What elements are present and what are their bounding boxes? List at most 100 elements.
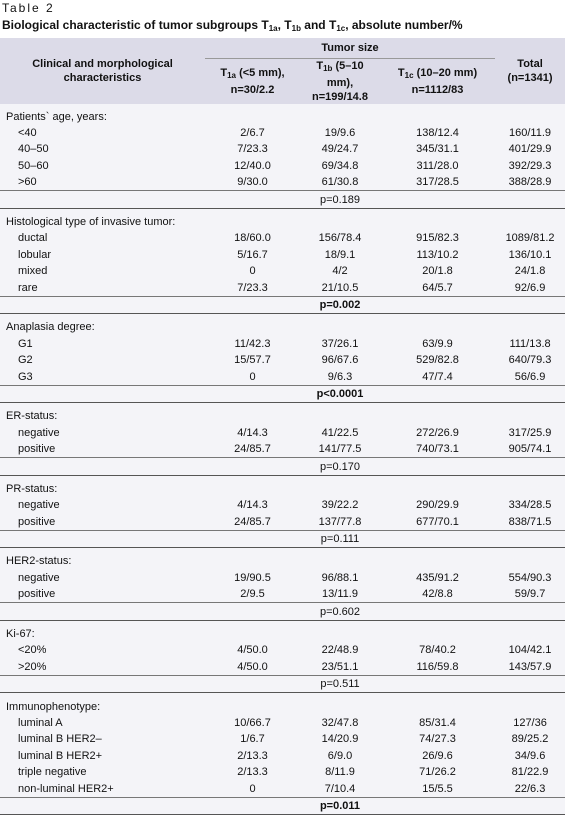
header-cell: T1a (<5 mm), n=30/2.2 — [205, 58, 300, 104]
row-label: negative — [0, 569, 205, 587]
value-cell: 18/60.0 — [205, 230, 300, 247]
text: and T — [300, 18, 337, 32]
value-cell: 32/47.8 — [300, 714, 380, 732]
p-value: p=0.511 — [300, 674, 380, 694]
value-cell: 0 — [205, 263, 300, 280]
value-cell: 22/6.3 — [495, 780, 565, 798]
section: HER2-status: negative 19/90.5 96/88.1 435/91… — [0, 547, 565, 621]
row-label: rare — [0, 279, 205, 297]
row-label: mixed — [0, 263, 205, 280]
p-value: p=0.602 — [300, 602, 380, 621]
cell — [380, 457, 565, 476]
data-row: G2 15/57.7 96/67.6 529/82.8 640/79.3 — [0, 351, 565, 369]
p-row: p=0.002 — [0, 295, 565, 315]
data-row: triple negative 2/13.3 8/11.9 71/26.2 81/22.… — [0, 763, 565, 781]
p-row: p=0.011 — [0, 796, 565, 816]
value-cell: 640/79.3 — [495, 351, 565, 369]
value-cell: 388/28.9 — [495, 174, 565, 191]
text: , T — [277, 18, 292, 32]
value-cell: 1089/81.2 — [495, 230, 565, 247]
row-label: ductal — [0, 230, 205, 247]
row-label: lobular — [0, 246, 205, 264]
cell — [380, 602, 565, 621]
row-label: 40–50 — [0, 141, 205, 158]
text: T — [397, 66, 405, 79]
section: Anaplasia degree: G1 11/42.3 37/26.1 63/9.9 1… — [0, 313, 565, 404]
value-cell: 24/85.7 — [205, 440, 300, 458]
value-cell: 9/30.0 — [205, 174, 300, 191]
text: Biological characteristic of tumor subgr… — [2, 18, 269, 32]
p-value: p=0.011 — [300, 796, 380, 816]
value-cell: 334/28.5 — [495, 497, 565, 514]
row-label: non-luminal HER2+ — [0, 780, 205, 798]
row-label: triple negative — [0, 763, 205, 781]
value-cell: 1/6.7 — [205, 731, 300, 748]
cell — [380, 190, 565, 209]
section-title: Immunophenotype: — [0, 692, 565, 715]
value-cell: 13/11.9 — [300, 586, 380, 603]
section-title: PR-status: — [0, 475, 565, 498]
header-cell: Tumor size — [205, 38, 496, 59]
value-cell: 64/5.7 — [380, 279, 496, 297]
p-value: p<0.0001 — [300, 384, 380, 404]
section: Immunophenotype: luminal A 10/66.7 32/47.8 8… — [0, 692, 565, 816]
header-cell: Total (n=1341) — [495, 38, 565, 104]
row-label: 50–60 — [0, 157, 205, 175]
section-title-row: Immunophenotype: — [0, 692, 565, 715]
cell — [0, 602, 300, 621]
value-cell: 677/70.1 — [380, 513, 496, 531]
table-label: Table 2 — [2, 1, 55, 15]
section-title: Ki-67: — [0, 620, 565, 643]
subscript: 1c — [336, 24, 346, 33]
data-row: mixed 0 4/2 20/1.8 24/1.8 — [0, 263, 565, 280]
value-cell: 34/9.6 — [495, 747, 565, 764]
data-row: negative 4/14.3 39/22.2 290/29.9 334/28.5 — [0, 497, 565, 514]
value-cell: 317/25.9 — [495, 424, 565, 441]
row-label: G2 — [0, 351, 205, 369]
subscript: 1a — [227, 70, 237, 80]
value-cell: 24/1.8 — [495, 263, 565, 280]
row-label: positive — [0, 440, 205, 458]
value-cell: 290/29.9 — [380, 497, 496, 514]
data-row: rare 7/23.3 21/10.5 64/5.7 92/6.9 — [0, 279, 565, 297]
cell — [0, 295, 300, 315]
text: T — [316, 59, 324, 72]
value-cell: 56/6.9 — [495, 368, 565, 386]
p-value: p=0.189 — [300, 190, 380, 209]
value-cell: 7/10.4 — [300, 780, 380, 798]
value-cell: 311/28.0 — [380, 157, 496, 175]
value-cell: 19/90.5 — [205, 569, 300, 587]
value-cell: 81/22.9 — [495, 763, 565, 781]
value-cell: 78/40.2 — [380, 642, 496, 659]
value-cell: 39/22.2 — [300, 497, 380, 514]
row-label: >20% — [0, 658, 205, 676]
value-cell: 4/50.0 — [205, 642, 300, 659]
value-cell: 14/20.9 — [300, 731, 380, 748]
header-cell: T1c (10–20 mm) n=1112/83 — [380, 58, 496, 104]
value-cell: 26/9.6 — [380, 747, 496, 764]
cell — [380, 674, 565, 694]
value-cell: 4/14.3 — [205, 424, 300, 441]
data-row: negative 4/14.3 41/22.5 272/26.9 317/25.9 — [0, 424, 565, 441]
row-label: G1 — [0, 335, 205, 352]
row-label: luminal A — [0, 714, 205, 732]
value-cell: 22/48.9 — [300, 642, 380, 659]
value-cell: 136/10.1 — [495, 246, 565, 264]
section-title-row: Histological type of invasive tumor: — [0, 208, 565, 231]
value-cell: 96/67.6 — [300, 351, 380, 369]
section-title: Patients` age, years: — [0, 103, 565, 125]
cell — [0, 796, 300, 816]
value-cell: 113/10.2 — [380, 246, 496, 264]
value-cell: 92/6.9 — [495, 279, 565, 297]
value-cell: 37/26.1 — [300, 335, 380, 352]
section-title-row: ER-status: — [0, 402, 565, 425]
value-cell: 272/26.9 — [380, 424, 496, 441]
value-cell: 11/42.3 — [205, 335, 300, 352]
value-cell: 4/2 — [300, 263, 380, 280]
value-cell: 9/6.3 — [300, 368, 380, 386]
subscript: 1b — [323, 63, 333, 73]
header-cell: T1b (5–10 mm), n=199/14.8 — [300, 58, 380, 104]
section-title-row: HER2-status: — [0, 547, 565, 570]
text: T — [220, 66, 228, 79]
